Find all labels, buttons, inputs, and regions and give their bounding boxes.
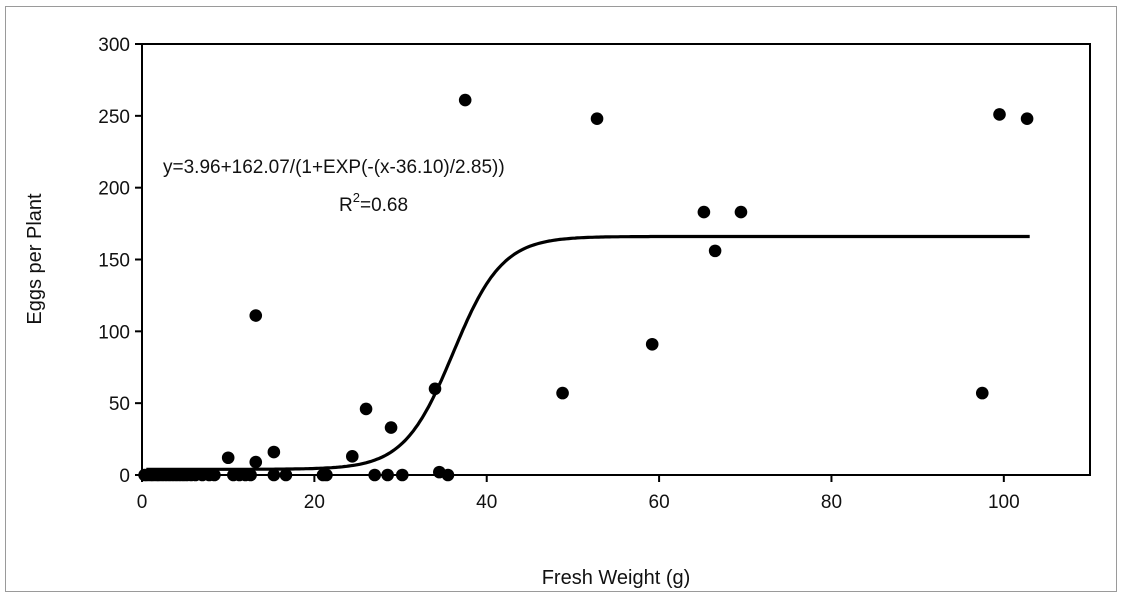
y-tick-label: 200 — [98, 179, 130, 200]
y-axis-title: Eggs per Plant — [24, 193, 46, 325]
data-point — [458, 93, 472, 107]
data-point — [249, 455, 263, 469]
data-points — [138, 93, 1034, 482]
data-point — [556, 386, 569, 400]
data-point — [384, 421, 398, 434]
data-point — [697, 205, 711, 219]
data-point — [244, 468, 257, 482]
data-point — [395, 468, 409, 482]
fit-curve — [146, 234, 1030, 471]
y-tick-label: 50 — [109, 394, 130, 415]
data-point — [975, 386, 989, 400]
x-tick-label: 40 — [476, 492, 497, 513]
y-tick-label: 300 — [98, 35, 130, 56]
x-axis-ticks — [141, 475, 1005, 482]
x-tick-label: 20 — [304, 492, 325, 513]
x-axis-title: Fresh Weight (g) — [542, 567, 691, 589]
data-point — [320, 468, 333, 482]
x-tick-label: 80 — [821, 492, 842, 513]
data-point — [359, 402, 373, 416]
y-tick-label: 250 — [98, 107, 130, 128]
data-point — [428, 382, 442, 396]
data-point — [249, 309, 263, 322]
data-point — [267, 468, 281, 482]
data-point — [993, 108, 1006, 121]
data-point — [708, 244, 722, 258]
data-point — [208, 468, 221, 482]
data-point — [279, 468, 293, 482]
x-tick-label: 60 — [649, 492, 670, 513]
plot-area — [141, 43, 1091, 476]
data-point — [267, 445, 281, 459]
y-tick-label: 100 — [98, 322, 130, 343]
x-tick-label: 100 — [988, 492, 1020, 513]
y-tick-label: 150 — [98, 251, 130, 272]
r-squared: R2=0.68 — [339, 190, 408, 216]
data-point — [345, 450, 359, 463]
y-tick-label: 0 — [119, 466, 130, 487]
x-tick-label: 0 — [137, 492, 148, 513]
data-point — [381, 468, 394, 482]
x-axis-tick-labels: 0 20 40 60 80 100 — [137, 492, 1020, 513]
y-axis-ticks — [135, 43, 142, 476]
data-point — [221, 451, 235, 465]
data-point — [441, 468, 455, 482]
data-point — [645, 337, 659, 351]
data-point — [734, 205, 748, 219]
data-point — [1020, 112, 1034, 126]
fit-equation: y=3.96+162.07/(1+EXP(-(x-36.10)/2.85)) — [163, 157, 505, 178]
chart-frame: 0 50 100 150 200 250 300 0 20 40 60 80 100 y=3.96+1… — [5, 6, 1117, 592]
data-point — [590, 112, 604, 126]
y-axis-tick-labels: 0 50 100 150 200 250 300 — [98, 35, 130, 487]
scatter-chart: 0 50 100 150 200 250 300 0 20 40 60 80 100 y=3.96+1… — [24, 35, 1091, 589]
data-point — [368, 468, 381, 482]
